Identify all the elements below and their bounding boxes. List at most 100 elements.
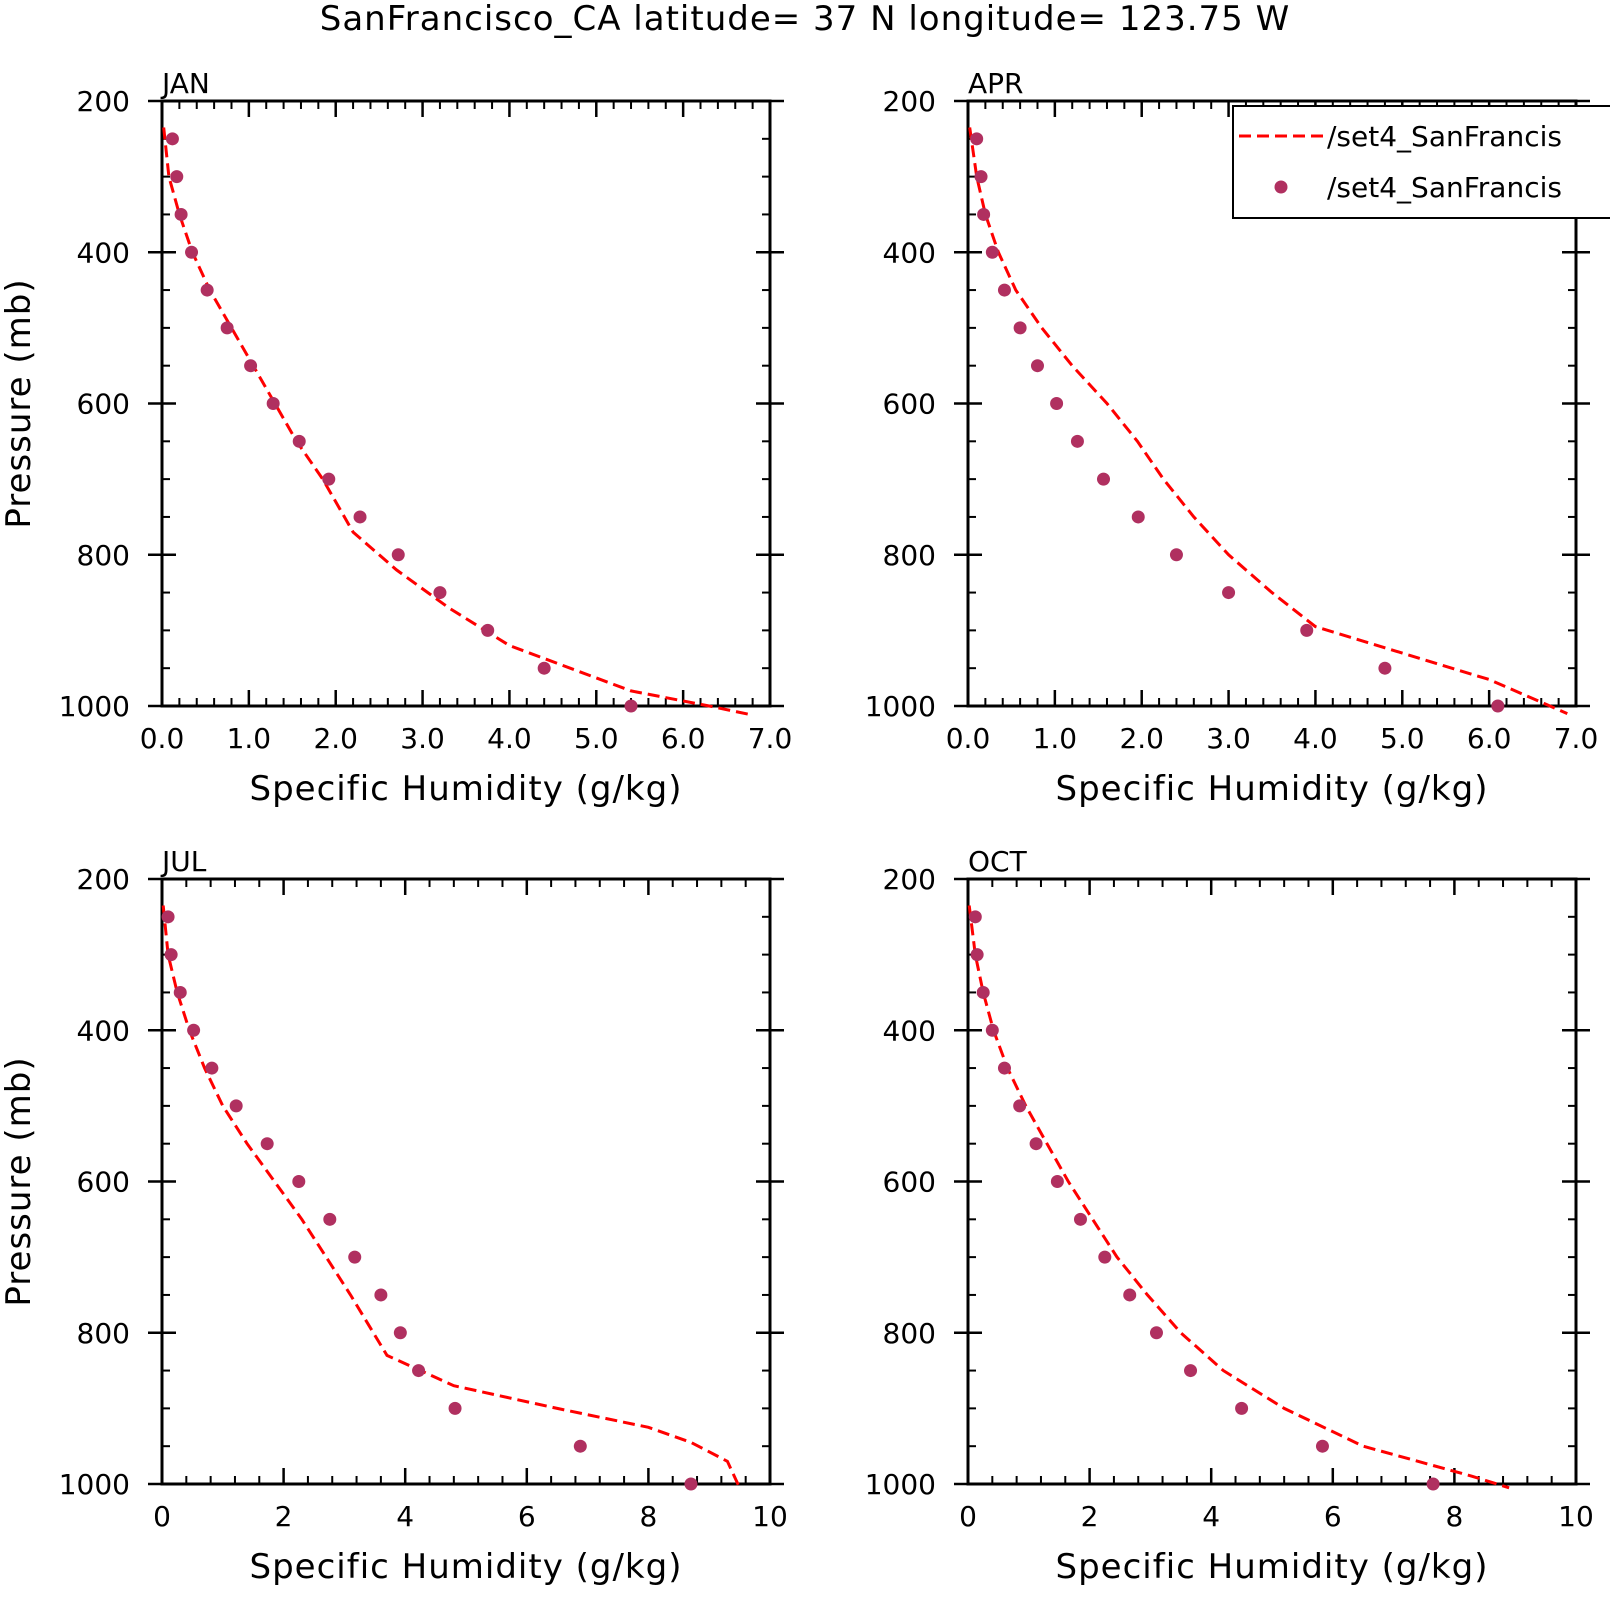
x-axis-label: Specific Humidity (g/kg) — [1056, 1547, 1489, 1587]
obs-data-point — [164, 948, 178, 962]
panel-label: APR — [968, 67, 1024, 100]
obs-data-point — [1315, 1439, 1329, 1453]
x-tick-label: 4.0 — [1293, 722, 1338, 755]
obs-data-point — [1300, 623, 1314, 637]
x-tick-label: 10 — [752, 1500, 788, 1533]
y-tick-label: 600 — [77, 388, 130, 421]
obs-data-point — [1149, 1326, 1163, 1340]
obs-data-point — [1235, 1401, 1249, 1415]
x-tick-label: 6 — [518, 1500, 536, 1533]
x-tick-label: 0 — [959, 1500, 977, 1533]
obs-data-point — [165, 132, 179, 146]
model-profile-line — [967, 905, 1510, 1490]
obs-data-point — [292, 1175, 306, 1188]
obs-data-point — [229, 1099, 243, 1113]
x-tick-label: 2 — [1081, 1500, 1099, 1533]
y-tick-label: 400 — [883, 236, 936, 269]
legend: /set4_SanFrancis/set4_SanFrancis — [1232, 105, 1610, 219]
x-tick-label: 2.0 — [313, 722, 358, 755]
obs-data-point — [161, 910, 175, 924]
chart-panel-jan: 0.0 1.0 2.0 3.0 4.0 5.0 6.0 7.0 200 400 600 800 1000… — [0, 67, 792, 809]
obs-data-point — [997, 1061, 1011, 1075]
x-tick-label: 1.0 — [1033, 722, 1078, 755]
obs-data-point — [1098, 1250, 1112, 1264]
obs-data-point — [1013, 1099, 1027, 1113]
obs-data-point — [573, 1439, 587, 1453]
y-tick-label: 1000 — [59, 690, 130, 723]
obs-data-point — [970, 948, 984, 962]
y-tick-label: 1000 — [59, 1468, 130, 1501]
obs-data-point — [412, 1364, 426, 1378]
x-tick-label: 6.0 — [1467, 722, 1512, 755]
obs-data-point — [173, 985, 187, 999]
obs-data-point — [348, 1250, 362, 1264]
x-axis-label: Specific Humidity (g/kg) — [250, 769, 683, 809]
obs-data-point — [391, 548, 405, 562]
y-tick-label: 800 — [883, 539, 936, 572]
obs-data-point — [481, 623, 495, 637]
chart-panel-oct: 0 2 4 6 8 10 200 400 600 800 1000 OCT Specific Humid… — [865, 845, 1594, 1587]
plot-frame — [160, 877, 772, 1486]
chart-panels: 0.0 1.0 2.0 3.0 4.0 5.0 6.0 7.02004006008001000… — [0, 67, 1598, 1587]
model-profile-line — [162, 127, 753, 717]
x-tick-label: 10 — [1558, 1500, 1594, 1533]
model-profile-line — [161, 905, 741, 1489]
obs-data-point — [1030, 359, 1044, 373]
x-tick-label: 4 — [1202, 1500, 1220, 1533]
obs-data-point — [968, 910, 982, 924]
obs-data-point — [393, 1326, 407, 1340]
y-tick-label: 1000 — [865, 690, 936, 723]
x-tick-label: 0 — [153, 1500, 171, 1533]
model-profile-line — [968, 127, 1568, 715]
y-tick-label: 800 — [77, 1317, 130, 1350]
obs-data-point — [1131, 510, 1145, 524]
obs-data-point — [170, 170, 184, 184]
obs-data-point — [1123, 1288, 1137, 1302]
y-tick-label: 600 — [883, 1166, 936, 1199]
obs-data-point — [185, 245, 199, 259]
obs-data-point — [1426, 1477, 1440, 1491]
x-tick-label: 5.0 — [574, 722, 619, 755]
obs-data-point — [205, 1061, 219, 1075]
legend-entry-label: /set4_SanFrancis — [1327, 120, 1562, 153]
y-tick-label: 800 — [77, 539, 130, 572]
obs-data-point — [1491, 699, 1505, 713]
y-tick-label: 600 — [77, 1166, 130, 1199]
obs-data-point — [292, 434, 306, 448]
obs-data-point — [220, 321, 234, 335]
chart-panel-jul: 0 2 4 6 8 10 200 400 600 800 1000 JUL Specific Humid… — [0, 845, 788, 1587]
x-tick-label: 8 — [639, 1500, 657, 1533]
x-tick-label: 1.0 — [227, 722, 272, 755]
obs-data-point — [174, 207, 188, 221]
obs-data-point — [985, 245, 999, 259]
x-tick-label: 3.0 — [1206, 722, 1251, 755]
y-tick-label: 400 — [883, 1014, 936, 1047]
obs-data-point — [353, 510, 367, 524]
y-tick-label: 200 — [883, 85, 936, 118]
y-tick-label: 200 — [883, 863, 936, 896]
x-tick-label: 2 — [275, 1500, 293, 1533]
obs-data-point — [1050, 397, 1064, 410]
y-tick-label: 1000 — [865, 1468, 936, 1501]
obs-data-point — [1050, 1175, 1064, 1188]
obs-data-point — [448, 1401, 462, 1415]
legend-entry-label: /set4_SanFrancis — [1327, 171, 1562, 204]
obs-data-point — [1378, 661, 1392, 675]
obs-data-point — [433, 586, 447, 600]
x-tick-label: 2.0 — [1119, 722, 1164, 755]
y-tick-label: 400 — [77, 1014, 130, 1047]
panel-label: JUL — [160, 845, 207, 878]
x-tick-label: 4.0 — [487, 722, 532, 755]
obs-data-point — [976, 985, 990, 999]
obs-data-point — [1013, 321, 1027, 335]
panel-label: OCT — [968, 845, 1028, 878]
x-tick-label: 6.0 — [661, 722, 706, 755]
obs-data-point — [1169, 548, 1183, 562]
y-tick-label: 200 — [77, 85, 130, 118]
obs-data-point — [322, 472, 336, 486]
obs-data-point — [323, 1212, 337, 1226]
x-axis-label: Specific Humidity (g/kg) — [250, 1547, 683, 1587]
legend-box — [1232, 105, 1610, 219]
x-tick-label: 3.0 — [400, 722, 445, 755]
